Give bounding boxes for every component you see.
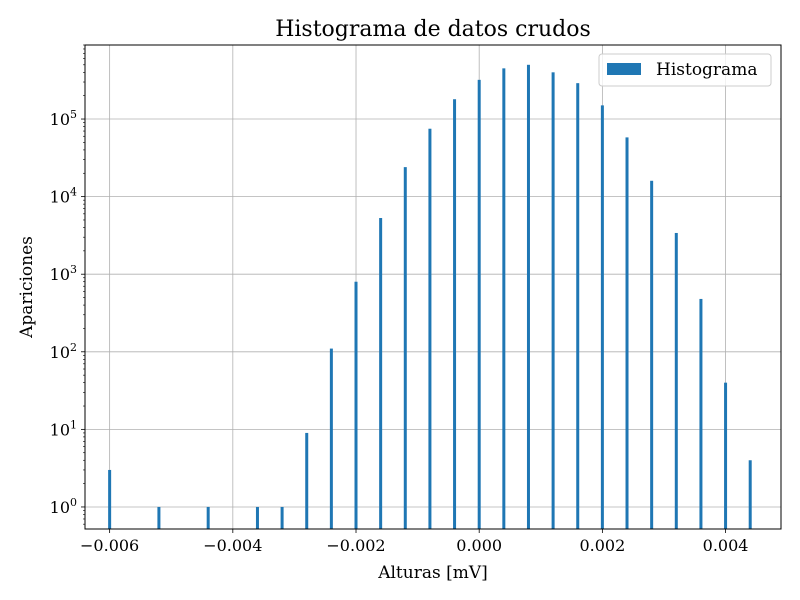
x-tick-label: 0.000 [456, 536, 502, 555]
y-axis-label: Apariciones [17, 236, 37, 339]
histogram-bar [724, 382, 728, 529]
plot-frame [84, 44, 782, 530]
histogram-bar [674, 232, 678, 529]
histogram-bar [354, 281, 358, 529]
histogram-bar [255, 506, 259, 529]
histogram-bar [650, 180, 654, 529]
histogram-bar [379, 218, 383, 529]
histogram-bar [551, 72, 555, 529]
chart-title: Histograma de datos crudos [275, 17, 591, 42]
y-tick-exponent: 4 [70, 186, 77, 199]
histogram-bar [748, 460, 752, 529]
legend-label: Histograma [656, 60, 757, 80]
histogram-bar [526, 64, 530, 529]
legend-swatch [607, 63, 641, 75]
x-tick-label: −0.006 [80, 536, 139, 555]
legend-box [598, 53, 772, 87]
histogram-bar [206, 506, 210, 529]
x-tick-label: 0.002 [579, 536, 625, 555]
x-tick-label: 0.004 [703, 536, 749, 555]
y-tick-exponent: 5 [70, 108, 77, 121]
x-tick-label: −0.004 [203, 536, 262, 555]
histogram-bar [157, 506, 161, 529]
y-tick-exponent: 0 [70, 496, 77, 509]
histogram-bar [403, 167, 407, 529]
histogram-bar [305, 432, 309, 529]
histogram-bar [453, 99, 457, 529]
bars [108, 64, 752, 529]
histogram-bar [576, 83, 580, 529]
x-axis-label: Alturas [mV] [377, 563, 488, 583]
y-tick-exponent: 1 [70, 418, 77, 431]
x-tick-label: −0.002 [326, 536, 385, 555]
histogram-bar [600, 105, 604, 529]
ticks: −0.006 −0.004 −0.002 0.000 0.002 0.0041001011… [50, 44, 749, 555]
y-tick-exponent: 3 [70, 263, 77, 276]
histogram-bar [280, 506, 284, 529]
histogram-bar [699, 298, 703, 529]
histogram-bar [108, 469, 112, 529]
histogram-bar [329, 348, 333, 529]
histogram-bar [477, 79, 481, 529]
histogram-bar [428, 128, 432, 529]
y-tick-exponent: 2 [70, 341, 77, 354]
histogram-bar [502, 68, 506, 529]
histogram-bar [625, 137, 629, 529]
legend: Histograma [598, 53, 772, 87]
